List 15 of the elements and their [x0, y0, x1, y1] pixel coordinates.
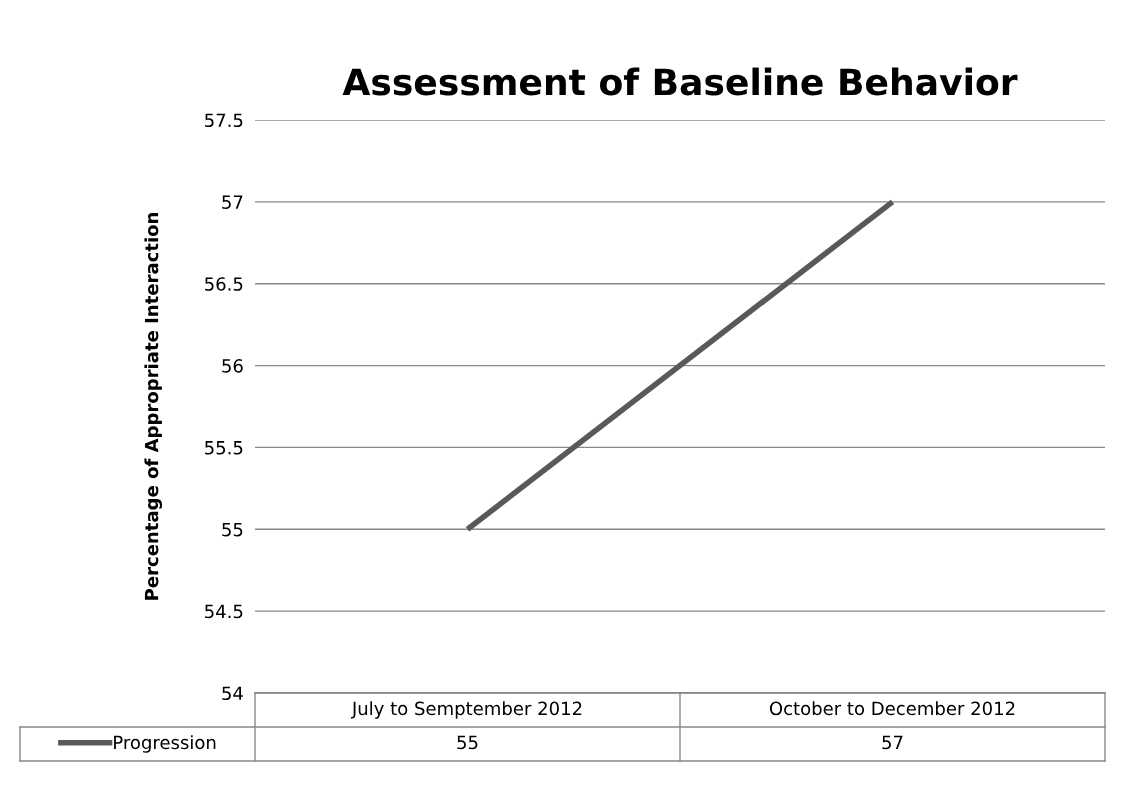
y-tick-label: 55.5	[205, 441, 243, 455]
y-tick-label: 54.5	[205, 604, 243, 619]
y-tick-label: 55	[222, 522, 243, 537]
y-tick-label: 54	[222, 686, 243, 701]
y-tick-label: 57.5	[205, 113, 243, 128]
data-label: 55	[457, 735, 478, 750]
y-tick-label: 56	[222, 359, 243, 373]
x-tick-label: October to December 2012	[769, 701, 1015, 716]
y-axis-title: Percentage of Appropriate Interaction	[144, 213, 163, 600]
y-tick-label: 57	[222, 195, 243, 209]
x-tick-label: July to Semptember 2012	[350, 701, 582, 719]
y-tick-label: 56.5	[205, 277, 243, 291]
data-label: 57	[882, 735, 903, 750]
chart-title: Assessment of Baseline Behavior	[342, 67, 1018, 96]
legend-label: Progression	[114, 735, 216, 753]
